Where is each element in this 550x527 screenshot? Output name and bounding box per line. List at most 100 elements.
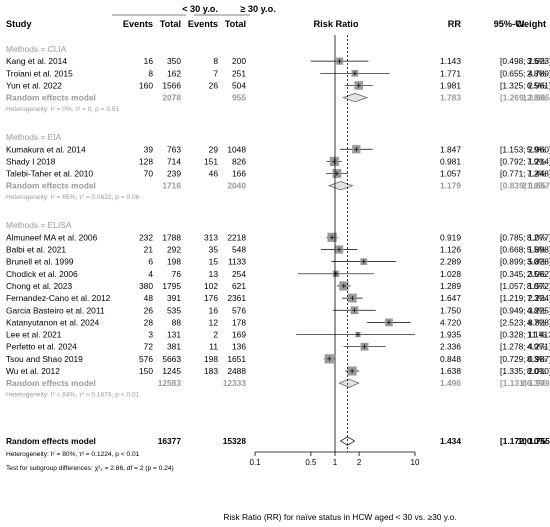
total-over30: 136 bbox=[232, 342, 246, 352]
ci-value: [1.219; 2.224] bbox=[500, 293, 550, 303]
subgroup-rr: 1.179 bbox=[440, 181, 461, 191]
overall-weight: 100.0% bbox=[518, 436, 547, 446]
total-under30: 131 bbox=[167, 330, 181, 340]
weight-value: 3.5% bbox=[527, 56, 547, 66]
subgroup-model-label: Random effects model bbox=[6, 181, 96, 191]
events-under30: 128 bbox=[139, 156, 153, 166]
header-ci: 95%-CI bbox=[494, 19, 525, 29]
rr-value: 1.638 bbox=[440, 366, 461, 376]
subgroup-total-over30: 12333 bbox=[223, 378, 247, 388]
x-axis-label: Risk Ratio (RR) for naïve status in HCW … bbox=[223, 512, 456, 522]
rr-value: 1.935 bbox=[440, 330, 461, 340]
total-over30: 621 bbox=[232, 281, 246, 291]
events-over30: 2 bbox=[213, 330, 218, 340]
total-under30: 76 bbox=[172, 269, 182, 279]
subgroup-weight: 12.8% bbox=[522, 93, 546, 103]
group-label: Methods = CLIA bbox=[6, 44, 67, 54]
x-tick-label: 2 bbox=[357, 458, 362, 467]
events-over30: 29 bbox=[209, 144, 219, 154]
subgroup-ci: [1.131; 1.979] bbox=[500, 378, 550, 388]
events-under30: 232 bbox=[139, 232, 153, 242]
total-under30: 162 bbox=[167, 68, 181, 78]
weight-value: 4.8% bbox=[527, 305, 547, 315]
total-over30: 1048 bbox=[227, 144, 246, 154]
subgroup-total-under30: 1716 bbox=[162, 181, 181, 191]
ci-value: [0.328; 11.413] bbox=[500, 330, 550, 340]
rr-value: 0.848 bbox=[440, 354, 461, 364]
rr-value: 0.981 bbox=[440, 156, 461, 166]
events-over30: 183 bbox=[204, 366, 218, 376]
events-under30: 6 bbox=[148, 257, 153, 267]
ci-value: [1.057; 1.572] bbox=[500, 281, 550, 291]
total-over30: 1133 bbox=[228, 257, 246, 267]
events-under30: 576 bbox=[139, 354, 153, 364]
overall-ci: [1.172; 1.755] bbox=[500, 436, 550, 446]
events-under30: 8 bbox=[148, 68, 153, 78]
ci-value: [1.278; 4.271] bbox=[500, 342, 550, 352]
events-under30: 26 bbox=[144, 305, 154, 315]
weight-value: 7.2% bbox=[527, 169, 547, 179]
weight-value: 5.5% bbox=[527, 245, 547, 255]
total-under30: 763 bbox=[167, 144, 181, 154]
total-under30: 198 bbox=[167, 257, 181, 267]
events-over30: 15 bbox=[209, 257, 219, 267]
header-over30: ≥ 30 y.o. bbox=[240, 4, 276, 14]
study-name: Chong et al. 2023 bbox=[6, 281, 72, 291]
subgroup-total-under30: 12583 bbox=[158, 378, 182, 388]
ci-value: [2.523; 8.828] bbox=[500, 317, 550, 327]
total-under30: 1795 bbox=[162, 281, 181, 291]
events-over30: 26 bbox=[209, 80, 219, 90]
header-plot: Risk Ratio bbox=[314, 19, 359, 29]
events-over30: 46 bbox=[209, 169, 219, 179]
study-name: Shady I 2018 bbox=[6, 156, 56, 166]
total-over30: 2361 bbox=[227, 293, 246, 303]
events-under30: 3 bbox=[148, 330, 153, 340]
total-over30: 548 bbox=[232, 245, 246, 255]
weight-value: 8.3% bbox=[527, 354, 547, 364]
total-over30: 251 bbox=[232, 68, 246, 78]
header-weight: Weight bbox=[516, 19, 546, 29]
subgroup-test: Test for subgroup differences: χ²₂ = 2.8… bbox=[6, 465, 174, 472]
rr-value: 1.126 bbox=[440, 245, 461, 255]
group-label: Methods = EIA bbox=[6, 132, 62, 142]
ci-value: [0.655; 4.789] bbox=[500, 68, 550, 78]
total-over30: 504 bbox=[232, 80, 246, 90]
overall-model-label: Random effects model bbox=[6, 436, 96, 446]
total-over30: 166 bbox=[232, 169, 246, 179]
rr-value: 4.720 bbox=[440, 317, 461, 327]
events-over30: 313 bbox=[204, 232, 218, 242]
study-name: Talebi-Taher et al. 2010 bbox=[6, 169, 93, 179]
rr-value: 2.336 bbox=[440, 342, 461, 352]
x-tick-label: 10 bbox=[411, 458, 420, 467]
subgroup-heterogeneity: Heterogeneity: I² = 65%, τ² = 0.0622, p … bbox=[6, 194, 140, 201]
subgroup-total-over30: 2040 bbox=[227, 181, 246, 191]
events-over30: 35 bbox=[209, 245, 219, 255]
events-under30: 28 bbox=[144, 317, 154, 327]
subgroup-diamond bbox=[327, 181, 354, 191]
weight-value: 4.9% bbox=[527, 342, 547, 352]
subgroup-ci: [1.269; 2.505] bbox=[500, 93, 550, 103]
subgroup-rr: 1.783 bbox=[440, 93, 461, 103]
events-under30: 160 bbox=[139, 80, 153, 90]
total-over30: 178 bbox=[232, 317, 246, 327]
subgroup-model-label: Random effects model bbox=[6, 378, 96, 388]
study-name: Perfetto et al. 2024 bbox=[6, 342, 77, 352]
total-over30: 254 bbox=[232, 269, 246, 279]
header-under30: < 30 y.o. bbox=[182, 4, 218, 14]
study-name: Fernandez-Cano et al. 2012 bbox=[6, 293, 111, 303]
total-under30: 5663 bbox=[162, 354, 181, 364]
weight-value: 8.2% bbox=[527, 232, 547, 242]
subgroup-total-under30: 2078 bbox=[162, 93, 181, 103]
weight-value: 7.3% bbox=[527, 293, 547, 303]
events-under30: 21 bbox=[144, 245, 154, 255]
study-name: Troiani et al. 2015 bbox=[6, 68, 73, 78]
ci-value: [0.792; 1.214] bbox=[500, 156, 550, 166]
total-under30: 350 bbox=[167, 56, 181, 66]
weight-value: 8.0% bbox=[527, 366, 547, 376]
events-over30: 16 bbox=[209, 305, 219, 315]
header-total2: Total bbox=[225, 19, 246, 29]
study-name: Balbi et al. 2021 bbox=[6, 245, 66, 255]
rr-value: 1.143 bbox=[440, 56, 461, 66]
events-over30: 12 bbox=[209, 317, 219, 327]
